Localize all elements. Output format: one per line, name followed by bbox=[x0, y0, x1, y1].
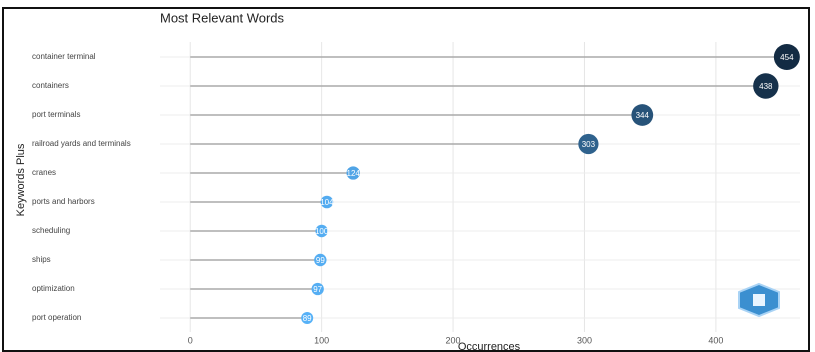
dot bbox=[773, 44, 800, 70]
value-label: 454 bbox=[780, 53, 794, 62]
x-tick-label: 100 bbox=[314, 335, 329, 345]
y-tick-label: container terminal bbox=[32, 52, 96, 61]
value-label: 97 bbox=[313, 285, 322, 294]
logo bbox=[738, 282, 780, 318]
x-axis-label: Occurrences bbox=[458, 341, 521, 352]
y-tick-label: cranes bbox=[32, 168, 56, 177]
value-label: 303 bbox=[582, 140, 596, 149]
dot bbox=[315, 224, 328, 238]
value-label: 438 bbox=[759, 82, 773, 91]
y-tick-label: containers bbox=[32, 81, 69, 90]
y-tick-label: scheduling bbox=[32, 226, 70, 235]
y-tick-label: port operation bbox=[32, 313, 81, 322]
dot bbox=[346, 166, 360, 180]
value-label: 99 bbox=[316, 256, 325, 265]
dot bbox=[311, 282, 324, 296]
y-axis-label: Keywords Plus bbox=[15, 143, 27, 216]
dot bbox=[314, 253, 327, 267]
y-tick-label: ports and harbors bbox=[32, 197, 95, 206]
dot bbox=[631, 104, 654, 126]
grid: 0 100 200 300 400 container terminal container… bbox=[32, 42, 800, 345]
x-tick-label: 200 bbox=[446, 335, 461, 345]
frame bbox=[2, 7, 810, 352]
y-tick-label: optimization bbox=[32, 284, 75, 293]
value-label: 89 bbox=[303, 314, 312, 323]
value-label: 104 bbox=[320, 198, 334, 207]
y-tick-label: ships bbox=[32, 255, 51, 264]
dot bbox=[320, 195, 334, 209]
value-label: 124 bbox=[347, 169, 361, 178]
value-label: 100 bbox=[315, 227, 329, 236]
x-tick-label: 400 bbox=[708, 335, 723, 345]
x-tick-label: 0 bbox=[188, 335, 193, 345]
dot bbox=[753, 73, 779, 99]
chart-title: Most Relevant Words bbox=[160, 10, 285, 25]
dot bbox=[578, 133, 599, 155]
y-tick-label: port terminals bbox=[32, 110, 80, 119]
y-tick-label: railroad yards and terminals bbox=[32, 139, 131, 148]
value-label: 344 bbox=[636, 111, 650, 120]
marks: 454 438 344 303 124 104 100 99 97 89 bbox=[190, 44, 800, 324]
x-tick-label: 300 bbox=[577, 335, 592, 345]
dot bbox=[301, 312, 314, 324]
